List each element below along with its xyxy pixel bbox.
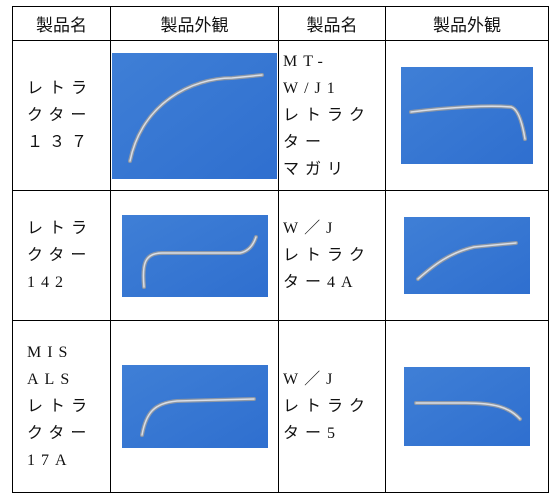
product-photo bbox=[401, 67, 533, 164]
name-text: W／J レトラクター5 bbox=[279, 366, 385, 447]
photo-cell bbox=[110, 320, 279, 493]
name-cell: レトラクター 142 bbox=[12, 190, 111, 321]
header-cell: 製品外観 bbox=[110, 6, 279, 41]
name-line: MIS bbox=[27, 344, 74, 361]
photo-box bbox=[111, 214, 278, 297]
name-cell: レトラクター １３７ bbox=[12, 40, 111, 191]
photo-box bbox=[111, 365, 278, 448]
name-line: レトラク bbox=[283, 107, 372, 124]
name-line: クター bbox=[27, 107, 93, 124]
name-line: １３７ bbox=[27, 134, 94, 151]
name-line: マガリ bbox=[283, 161, 350, 178]
photo-cell bbox=[385, 40, 549, 191]
name-line: レトラ bbox=[27, 80, 94, 97]
photo-cell bbox=[385, 320, 549, 493]
name-line: W／J bbox=[283, 371, 339, 388]
name-text: レトラクター 142 bbox=[13, 215, 110, 296]
header-cell: 製品名 bbox=[278, 6, 386, 41]
name-line: ター4A bbox=[283, 274, 359, 291]
name-line: レトラ bbox=[27, 398, 94, 415]
photo-box bbox=[386, 67, 548, 164]
name-text: MIS ALS レトラクター 17A bbox=[13, 339, 110, 474]
product-photo bbox=[121, 214, 268, 297]
photo-cell bbox=[110, 40, 279, 191]
product-table: 製品名 製品外観 製品名 製品外観 レトラ クター １３７ MT-W/J1 レトラク ター マガリレ… bbox=[12, 6, 549, 493]
product-row: レトラクター 142 W／J レトラクター4A bbox=[12, 190, 549, 321]
name-line: MT-W/J1 bbox=[283, 53, 341, 97]
name-line: ター5 bbox=[283, 425, 342, 442]
product-photo bbox=[112, 52, 277, 179]
name-line: クター bbox=[27, 247, 93, 264]
name-line: レトラ bbox=[27, 220, 94, 237]
photo-box bbox=[111, 52, 278, 179]
photo-cell bbox=[385, 190, 549, 321]
product-photo bbox=[404, 367, 530, 446]
product-row: レトラ クター １３７ MT-W/J1 レトラク ター マガリ bbox=[12, 40, 549, 191]
name-line: 142 bbox=[27, 274, 69, 291]
header-row: 製品名 製品外観 製品名 製品外観 bbox=[12, 6, 549, 41]
name-line: レトラク bbox=[283, 247, 372, 264]
product-row: MIS ALS レトラクター 17A W／J レトラクター5 bbox=[12, 320, 549, 493]
product-photo bbox=[404, 217, 530, 294]
header-cell: 製品外観 bbox=[385, 6, 549, 41]
name-cell: W／J レトラクター4A bbox=[278, 190, 386, 321]
name-text: W／J レトラクター4A bbox=[279, 215, 385, 296]
name-cell: MT-W/J1 レトラクターマガリ bbox=[278, 40, 386, 191]
name-line: レトラク bbox=[283, 398, 372, 415]
product-photo bbox=[121, 365, 268, 448]
header-cell: 製品名 bbox=[12, 6, 111, 41]
name-line: ALS bbox=[27, 371, 76, 388]
name-text: MT-W/J1 レトラクターマガリ bbox=[279, 48, 385, 183]
name-line: ター bbox=[283, 134, 328, 151]
photo-box bbox=[386, 217, 548, 294]
name-line: W／J bbox=[283, 220, 339, 237]
name-line: クター bbox=[27, 425, 93, 442]
name-cell: W／J レトラクター5 bbox=[278, 320, 386, 493]
photo-box bbox=[386, 367, 548, 446]
name-text: レトラクター １３７ bbox=[13, 75, 110, 156]
photo-cell bbox=[110, 190, 279, 321]
name-line: 17A bbox=[27, 452, 73, 469]
name-cell: MIS ALS レトラクター 17A bbox=[12, 320, 111, 493]
